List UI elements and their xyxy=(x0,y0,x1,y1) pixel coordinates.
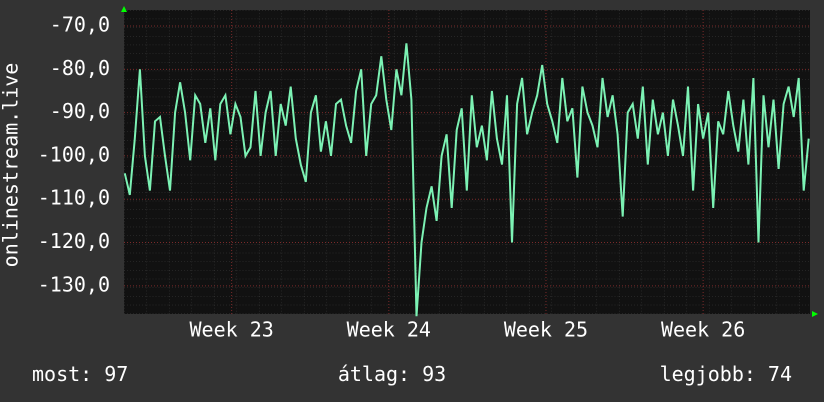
y-tick-label: -120,0 xyxy=(38,229,110,253)
stat: legjobb: 74 xyxy=(660,362,792,386)
y-tick-label: -80,0 xyxy=(50,56,110,80)
minor-grid xyxy=(124,10,810,314)
stat-value: 93 xyxy=(422,362,446,386)
x-tick-label: Week 24 xyxy=(347,318,431,342)
y-axis-label: onlinestream.live xyxy=(0,63,23,268)
data-line xyxy=(123,43,810,317)
y-tick-label: -100,0 xyxy=(38,142,110,166)
stat-label: legjobb: xyxy=(660,362,756,386)
stat-label: most: xyxy=(32,362,92,386)
x-tick-label: Week 26 xyxy=(661,318,745,342)
y-tick-label: -90,0 xyxy=(50,99,110,123)
y-tick-label: -110,0 xyxy=(38,186,110,210)
y-tick-label: -130,0 xyxy=(38,272,110,296)
y-tick-label: -70,0 xyxy=(50,13,110,37)
stat-label: átlag: xyxy=(338,362,410,386)
x-tick-label: Week 23 xyxy=(190,318,274,342)
y-arrow xyxy=(121,6,127,12)
stat-value: 97 xyxy=(104,362,128,386)
x-arrow xyxy=(812,311,818,317)
stat-value: 74 xyxy=(768,362,792,386)
stat: most: 97 xyxy=(32,362,128,386)
x-tick-label: Week 25 xyxy=(504,318,588,342)
stat: átlag: 93 xyxy=(338,362,446,386)
